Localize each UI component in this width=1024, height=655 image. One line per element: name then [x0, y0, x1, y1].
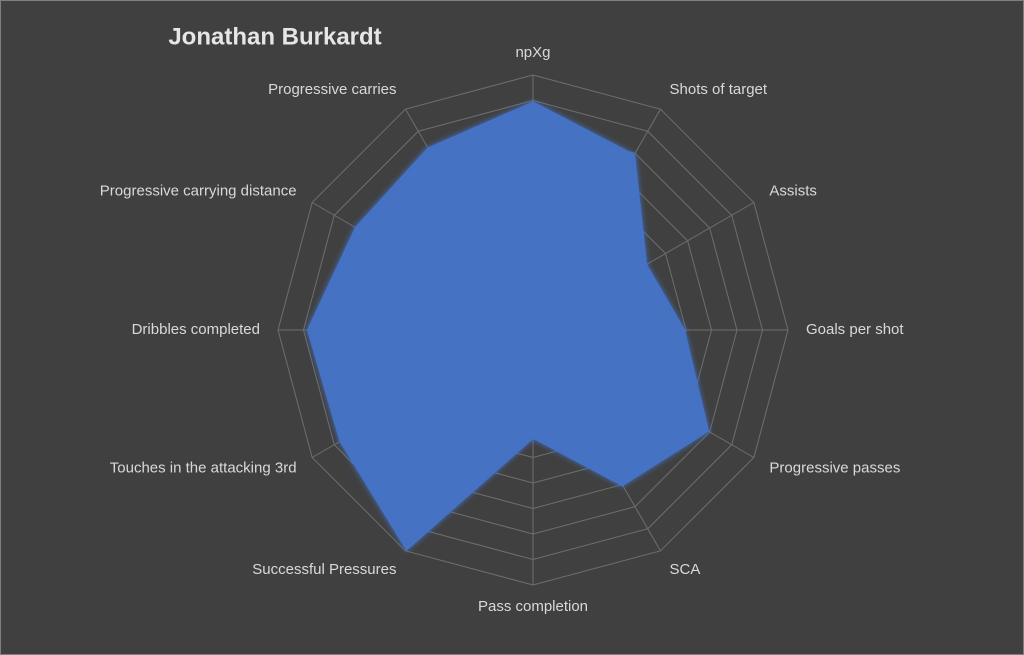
- axis-label: Goals per shot: [806, 321, 904, 338]
- radar-area: [307, 101, 710, 551]
- axis-label: Successful Pressures: [252, 561, 396, 578]
- axis-label: Dribbles completed: [132, 321, 260, 338]
- axis-label: Progressive carries: [268, 81, 396, 98]
- axis-label: npXg: [515, 44, 550, 61]
- axis-label: SCA: [670, 561, 701, 578]
- axis-label: Progressive passes: [769, 459, 900, 476]
- chart-title: Jonathan Burkardt: [168, 23, 381, 50]
- axis-label: Progressive carrying distance: [100, 182, 297, 199]
- axis-label: Touches in the attacking 3rd: [110, 459, 297, 476]
- axis-label: Assists: [769, 182, 817, 199]
- axis-label: Pass completion: [478, 598, 588, 615]
- axis-label: Shots of target: [670, 81, 768, 98]
